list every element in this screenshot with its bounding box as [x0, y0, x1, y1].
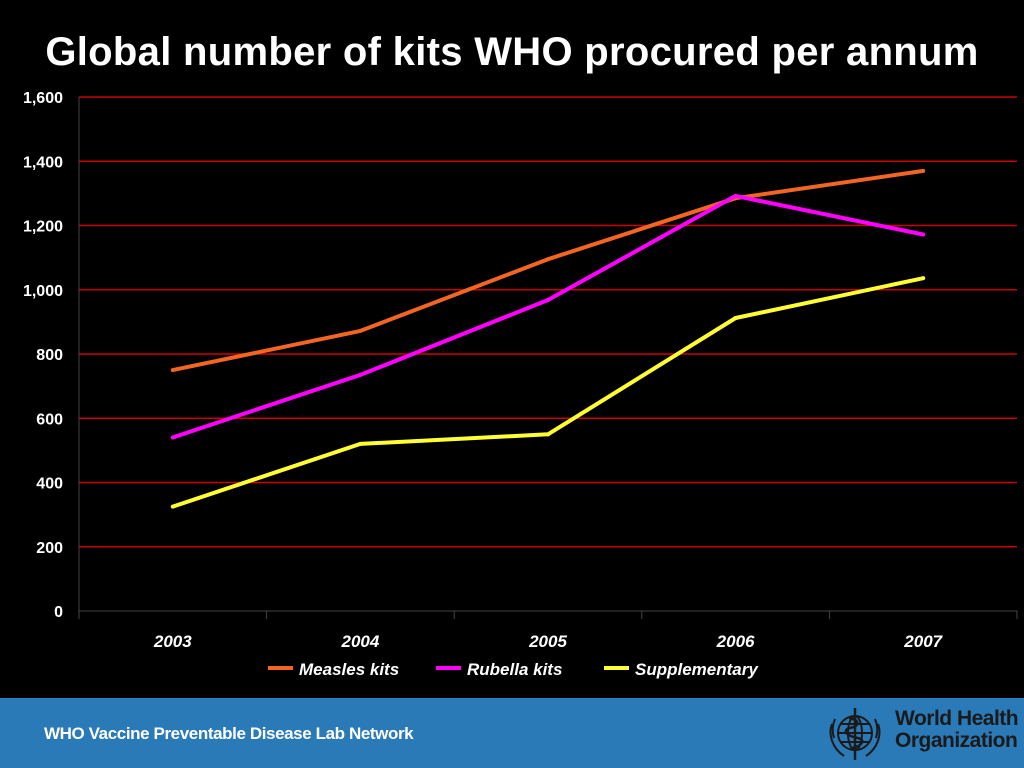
- data-point: [921, 168, 926, 173]
- data-point: [921, 276, 926, 281]
- x-tick-label: 2003: [153, 632, 192, 651]
- x-tick-label: 2006: [716, 632, 755, 651]
- chart-title: Global number of kits WHO procured per a…: [45, 30, 979, 74]
- x-tick-label: 2005: [528, 632, 567, 651]
- data-point: [733, 193, 738, 198]
- who-emblem-icon: [829, 708, 881, 760]
- y-tick-label: 1,200: [23, 219, 63, 236]
- data-point: [546, 298, 550, 303]
- data-point: [921, 232, 926, 237]
- series-lines: [170, 168, 926, 509]
- y-tick-label: 1,400: [23, 154, 63, 171]
- y-tick-label: 1,600: [23, 90, 63, 107]
- data-point: [170, 435, 175, 440]
- y-tick-label: 0: [54, 604, 63, 621]
- gridlines: [79, 96, 1017, 548]
- y-tick-label: 200: [36, 540, 63, 557]
- data-point: [546, 432, 550, 437]
- axes: [78, 97, 1018, 619]
- legend-label: Measles kits: [299, 660, 399, 679]
- y-tick-label: 1,000: [23, 283, 63, 300]
- y-tick-label: 400: [36, 476, 63, 493]
- who-wordmark: World Health Organization: [895, 707, 1019, 752]
- data-point: [170, 504, 175, 509]
- series-line-rubella-kits: [172, 193, 924, 440]
- legend: Measles kits Rubella kits Supplementary: [268, 660, 759, 679]
- data-point: [358, 328, 363, 333]
- x-tick-label: 2007: [903, 632, 943, 651]
- data-point: [170, 368, 175, 373]
- series-line-supplementary: [172, 276, 924, 509]
- x-tick-labels: 2003 2004 2005 2006 2007: [153, 632, 944, 651]
- footer-text: WHO Vaccine Preventable Disease Lab Netw…: [44, 724, 414, 743]
- x-tick-label: 2004: [340, 632, 379, 651]
- org-name-line1: World Health: [895, 707, 1019, 730]
- legend-label: Rubella kits: [467, 660, 562, 679]
- data-point: [358, 441, 363, 446]
- series-line-measles-kits: [172, 168, 924, 373]
- data-point: [358, 372, 363, 377]
- data-point: [546, 257, 550, 262]
- legend-label: Supplementary: [635, 660, 759, 679]
- org-name-line2: Organization: [895, 729, 1018, 752]
- y-tick-label: 800: [36, 347, 63, 364]
- y-tick-labels: 0 200 400 600 800 1,000 1,200 1,400 1,600: [23, 90, 63, 621]
- y-tick-label: 600: [36, 411, 63, 428]
- footer-bar: WHO Vaccine Preventable Disease Lab Netw…: [0, 698, 1024, 768]
- data-point: [733, 316, 738, 321]
